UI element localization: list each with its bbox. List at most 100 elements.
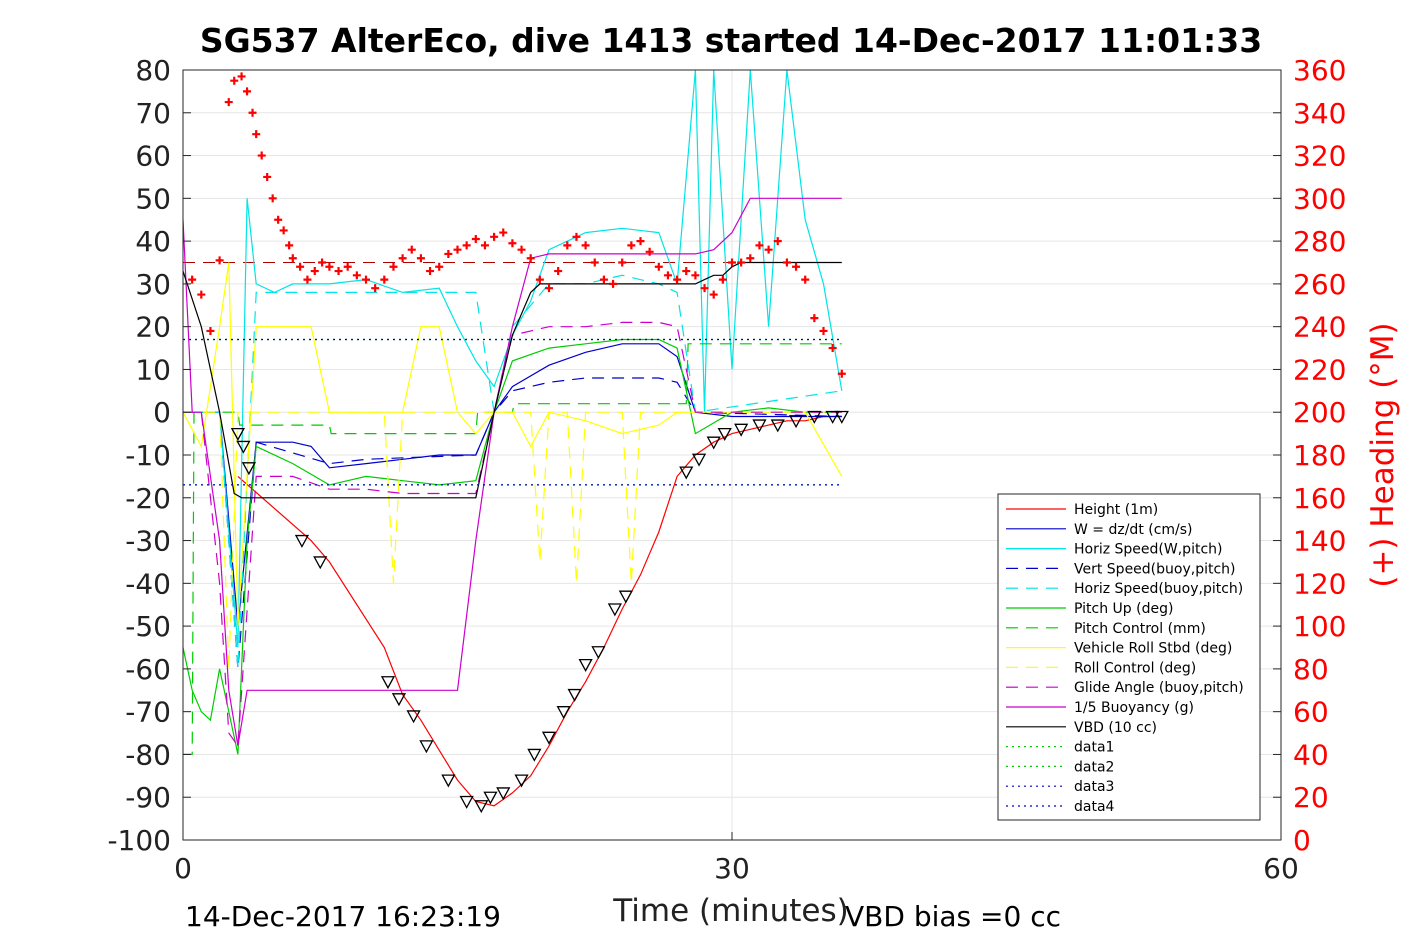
heading-point — [828, 344, 837, 353]
depth-marker — [294, 534, 310, 548]
legend-entry: 1/5 Buoyancy (g) — [1074, 700, 1194, 716]
depth-marker — [236, 440, 251, 454]
heading-point — [263, 172, 272, 181]
legend-entry: VBD (10 cc) — [1074, 720, 1157, 736]
heading-point — [508, 239, 517, 248]
heading-point — [581, 241, 590, 250]
tick-label-right: 220 — [1293, 353, 1346, 386]
heading-point — [318, 258, 327, 267]
tick-label-left: -70 — [125, 696, 171, 729]
depth-marker — [591, 646, 606, 660]
tick-label-right: 300 — [1293, 182, 1346, 215]
heading-point — [248, 108, 257, 117]
legend-entry: Vert Speed(buoy,pitch) — [1074, 561, 1236, 577]
heading-point — [285, 241, 294, 250]
legend-entry: data4 — [1074, 799, 1115, 815]
heading-point — [526, 254, 535, 263]
heading-point — [490, 232, 499, 241]
heading-point — [810, 314, 819, 323]
heading-point — [535, 275, 544, 284]
heading-point — [197, 290, 206, 299]
heading-point — [654, 262, 663, 271]
heading-point — [709, 290, 718, 299]
series-line-vbd-10-cc — [183, 261, 842, 499]
depth-marker — [752, 419, 767, 433]
heading-point — [274, 215, 283, 224]
depth-marker — [230, 427, 245, 441]
legend: Height (1m) W = dz/dt (cm/s) Horiz Speed(W… — [997, 493, 1261, 821]
heading-point — [572, 232, 581, 241]
legend-entry: W = dz/dt (cm/s) — [1074, 522, 1193, 538]
depth-marker — [567, 688, 582, 702]
right-axis-label: (+) Heading (°M) — [1365, 322, 1401, 587]
depth-marker — [406, 710, 421, 724]
tick-label-left: 20 — [135, 311, 171, 344]
heading-point — [257, 151, 266, 160]
heading-point — [206, 326, 215, 335]
depth-marker — [391, 693, 407, 707]
legend-entry: Vehicle Roll Stbd (deg) — [1074, 641, 1232, 657]
depth-marker — [241, 462, 256, 476]
heading-point — [663, 271, 672, 280]
series-line-glide-angle-buoy-pitch — [183, 321, 842, 748]
tick-label-right: 0 — [1293, 824, 1311, 857]
tick-label-right: 100 — [1293, 610, 1346, 643]
x-axis-label: Time (minutes) — [612, 893, 848, 929]
heading-point — [237, 72, 246, 81]
series-line-roll-control-deg — [183, 411, 842, 669]
footer-vbd-bias: VBD bias =0 cc — [845, 900, 1061, 933]
tick-label-left: 30 — [135, 268, 171, 301]
heading-point — [792, 262, 801, 271]
tick-label-right: 260 — [1293, 268, 1346, 301]
tick-label-right: 140 — [1293, 525, 1346, 558]
tick-label-left: 10 — [135, 353, 171, 386]
tick-label-right: 320 — [1293, 140, 1346, 173]
legend-entry: data3 — [1074, 779, 1114, 795]
tick-label-right: 80 — [1293, 653, 1329, 686]
depth-marker — [679, 466, 694, 480]
heading-point — [215, 256, 224, 265]
tick-label-right: 180 — [1293, 439, 1346, 472]
heading-point — [288, 254, 297, 263]
tick-label-left: 40 — [135, 225, 171, 258]
series-line-horiz-speed-w-pitch — [183, 70, 843, 648]
heading-point — [819, 326, 828, 335]
series-line-height-1m — [237, 415, 842, 807]
heading-point — [645, 247, 654, 256]
tick-label-left: -20 — [125, 482, 171, 515]
heading-point — [609, 279, 618, 288]
depth-marker — [459, 795, 474, 809]
heading-point — [499, 228, 508, 237]
legend-entry: Pitch Up (deg) — [1074, 601, 1173, 617]
heading-point — [268, 194, 277, 203]
heading-point — [554, 267, 563, 276]
heading-point — [728, 258, 736, 267]
heading-point — [362, 275, 370, 284]
tick-label-left: -40 — [125, 567, 171, 600]
heading-point — [480, 241, 489, 250]
heading-point — [426, 267, 435, 276]
depth-marker — [541, 731, 557, 745]
heading-point — [618, 258, 627, 267]
depth-marker — [527, 748, 542, 762]
heading-point — [782, 258, 791, 267]
depth-marker — [419, 740, 434, 754]
heading-point — [444, 249, 453, 258]
chart-title: SG537 AlterEco, dive 1413 started 14-Dec… — [200, 21, 1262, 60]
plot-area — [183, 70, 849, 814]
heading-point — [755, 241, 764, 250]
tick-label-right: 240 — [1293, 311, 1346, 344]
heading-point — [398, 254, 407, 263]
legend-entry: Glide Angle (buoy,pitch) — [1074, 680, 1244, 696]
depth-marker — [496, 787, 511, 801]
series-group — [183, 70, 849, 814]
depth-marker — [514, 774, 529, 788]
heading-point — [636, 237, 645, 246]
depth-marker — [834, 410, 849, 424]
depth-marker — [734, 423, 749, 437]
footer-timestamp: 14-Dec-2017 16:23:19 — [185, 900, 501, 933]
depth-marker — [706, 436, 721, 450]
legend-entry: Horiz Speed(buoy,pitch) — [1074, 581, 1243, 597]
tick-label-right: 40 — [1293, 738, 1329, 771]
legend-entry: Height (1m) — [1074, 502, 1158, 518]
